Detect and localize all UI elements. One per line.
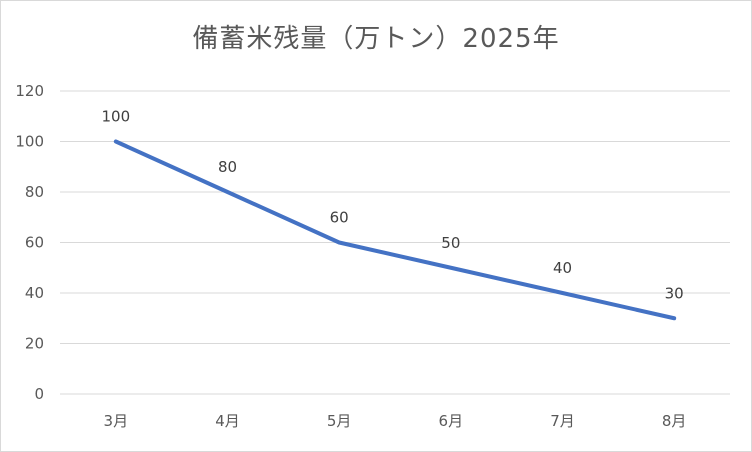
series-line — [113, 139, 677, 321]
series-lines — [113, 139, 677, 321]
y-tick-label: 40 — [25, 284, 44, 302]
x-tick-label: 4月 — [215, 412, 240, 430]
data-label: 60 — [330, 209, 349, 227]
x-tick-label: 3月 — [104, 412, 129, 430]
gridlines — [60, 90, 730, 395]
x-tick-label: 6月 — [439, 412, 464, 430]
data-label: 30 — [665, 284, 684, 302]
y-tick-label: 20 — [25, 335, 44, 353]
data-label: 50 — [441, 234, 460, 252]
y-tick-label: 120 — [15, 82, 44, 100]
y-tick-label: 100 — [15, 133, 44, 151]
y-tick-label: 0 — [34, 385, 44, 403]
x-tick-label: 7月 — [550, 412, 575, 430]
data-labels: 100 80 60 50 40 30 — [102, 108, 684, 303]
data-label: 40 — [553, 259, 572, 277]
x-tick-label: 5月 — [327, 412, 352, 430]
chart-title: 備蓄米残量（万トン）2025年 — [192, 24, 560, 54]
y-axis-ticks: 0 20 40 60 80 100 120 — [15, 82, 44, 403]
x-axis-ticks: 3月 4月 5月 6月 7月 8月 — [104, 412, 687, 430]
x-tick-label: 8月 — [662, 412, 687, 430]
data-label: 100 — [102, 108, 131, 126]
y-tick-label: 80 — [25, 183, 44, 201]
y-tick-label: 60 — [25, 234, 44, 252]
data-label: 80 — [218, 158, 237, 176]
